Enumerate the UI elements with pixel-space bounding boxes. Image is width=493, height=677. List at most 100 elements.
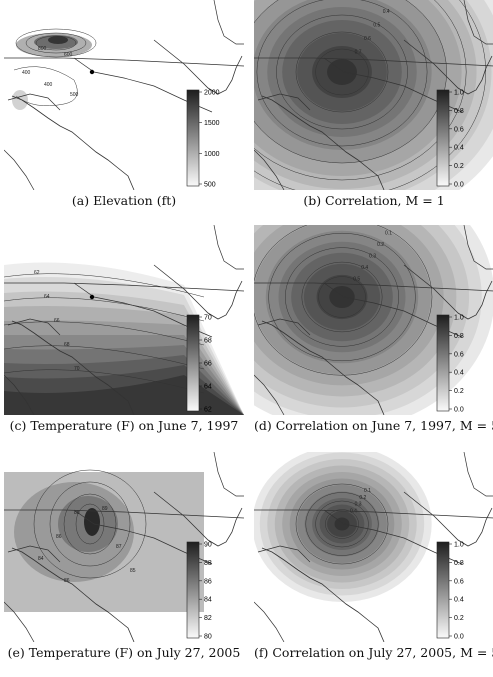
colorbar-tick-label: 1.0 <box>454 542 464 549</box>
shaded-field <box>254 225 493 415</box>
colorbar-tick-label: 0.8 <box>454 560 464 567</box>
contour-label: 84 <box>38 556 44 562</box>
coastline <box>213 0 244 45</box>
shade-band <box>48 36 68 44</box>
site-marker <box>89 294 95 300</box>
panel-elevation: 400 600 400 800 500 2000 1500 1000 500 (a) Eleva… <box>4 0 244 218</box>
coastline <box>403 39 493 95</box>
contour-label: 0.3 <box>355 502 362 508</box>
contour-line <box>318 276 366 318</box>
contour-line <box>284 247 400 347</box>
coastline <box>153 264 243 320</box>
coastline <box>4 601 35 642</box>
colorbar-scale <box>436 314 450 412</box>
shaded-field <box>4 0 244 190</box>
coastline <box>213 452 244 497</box>
contour-line <box>254 225 433 376</box>
contour-label: 0.4 <box>383 9 390 15</box>
colorbar: 90 88 86 84 82 80 <box>186 541 212 641</box>
shade-band <box>4 375 244 415</box>
colorbar-tick-label: 2000 <box>204 90 220 97</box>
shaded-field <box>254 452 432 602</box>
colorbar-tick-label: 64 <box>204 384 212 391</box>
colorbar: 70 68 66 64 62 <box>186 315 212 414</box>
contour-label: 62 <box>34 270 40 276</box>
colorbar-tick-label: 1000 <box>204 151 220 158</box>
contour-label: 86 <box>56 534 62 540</box>
coastline <box>11 95 135 190</box>
elevation-map: 400 600 400 800 500 2000 1500 1000 500 <box>4 0 244 190</box>
panel-caption: (e) Temperature (F) on July 27, 2005 <box>7 645 241 660</box>
contour-label: 89 <box>102 506 108 512</box>
contour-line <box>305 492 379 556</box>
contour-label: 400 <box>22 70 31 76</box>
colorbar-tick-label: 82 <box>204 615 212 622</box>
colorbar-scale <box>186 541 200 639</box>
contour-label: 0.2 <box>377 242 384 248</box>
correlation-map: 0.40.30.20.11.00.80.60.40.20.0 <box>254 452 493 642</box>
contour-label: 88 <box>74 510 80 516</box>
panel-temperature-2005: 88 89 86 87 84 85 86 90 88 86 84 82 80 (e) Temperatu… <box>4 452 244 670</box>
coastline <box>463 0 493 45</box>
state-border-line <box>254 509 493 519</box>
shade-band <box>334 517 350 531</box>
coastline <box>254 601 285 642</box>
contour-label: 70 <box>74 366 80 372</box>
contour-line <box>4 345 205 370</box>
contour-line <box>15 28 97 58</box>
colorbar-tick-label: 0.8 <box>454 108 464 115</box>
colorbar-tick-label: 62 <box>204 407 212 414</box>
colorbar-tick-label: 500 <box>204 182 216 189</box>
contour-line <box>295 483 389 565</box>
colorbar-scale <box>436 89 450 187</box>
coastline <box>254 374 285 415</box>
shade-band <box>4 0 244 190</box>
colorbar-tick-label: 0.0 <box>454 182 464 189</box>
contour-line <box>4 273 205 298</box>
coastline <box>11 320 135 415</box>
state-border-line <box>4 509 244 519</box>
colorbar-tick-label: 80 <box>204 634 212 641</box>
colorbar-tick-label: 1500 <box>204 120 220 127</box>
contour-label: 0.7 <box>355 50 362 56</box>
panel-correlation-m1: 0.70.60.50.40.30.20.11.00.80.60.40.20.0 … <box>254 0 493 218</box>
coastline <box>403 491 493 547</box>
contour-line <box>75 503 105 545</box>
coastline <box>4 374 35 415</box>
coastline <box>463 225 493 270</box>
contour-line <box>268 232 416 362</box>
contour-lines: 62 64 66 68 70 <box>4 270 205 394</box>
contour-label: 68 <box>64 342 70 348</box>
contour-line <box>295 31 389 113</box>
contour-line <box>63 493 117 555</box>
colorbar-tick-label: 0.2 <box>454 615 464 622</box>
colorbar-tick-label: 86 <box>204 578 212 585</box>
panel-caption: (c) Temperature (F) on June 7, 1997 <box>9 418 239 433</box>
coastline <box>463 452 493 497</box>
panel-caption: (b) Correlation, M = 1 <box>303 193 445 208</box>
contour-label: 0.5 <box>373 22 380 28</box>
colorbar-tick-label: 1.0 <box>454 90 464 97</box>
colorbar: 1.0 0.8 0.6 0.4 0.2 0.0 <box>436 89 464 189</box>
contour-label: 0.3 <box>369 254 376 260</box>
colorbar-tick-label: 90 <box>204 542 212 549</box>
panel-correlation-2005: 0.4 0.3 0.2 0.1 1.0 0.8 0.6 0.4 0.2 0.0 (f) Corre… <box>254 452 493 670</box>
contour-label: 600 <box>64 52 73 58</box>
state-border-line <box>7 93 61 111</box>
contour-line <box>325 509 359 539</box>
colorbar-tick-label: 66 <box>204 361 212 368</box>
contour-label: 87 <box>116 544 122 550</box>
contour-line <box>25 32 87 54</box>
contour-line <box>254 0 486 190</box>
colorbar: 1.0 0.8 0.6 0.4 0.2 0.0 <box>436 314 464 414</box>
state-border-line <box>7 318 61 336</box>
correlation-map: 0.70.60.50.40.30.20.11.00.80.60.40.20.0 <box>254 0 493 190</box>
panel-temperature-1997: 62 64 66 68 70 70 68 66 64 62 (c) Temperature (F)… <box>4 225 244 443</box>
state-border-line <box>257 93 311 111</box>
coastline <box>213 225 244 270</box>
colorbar-tick-label: 0.6 <box>454 578 464 585</box>
contour-line <box>254 0 447 164</box>
panel-correlation-1997: 0.5 0.4 0.3 0.2 0.1 1.0 0.8 0.6 0.4 0.2 0.0 (d) Co… <box>254 225 493 443</box>
shade-band <box>12 90 28 110</box>
